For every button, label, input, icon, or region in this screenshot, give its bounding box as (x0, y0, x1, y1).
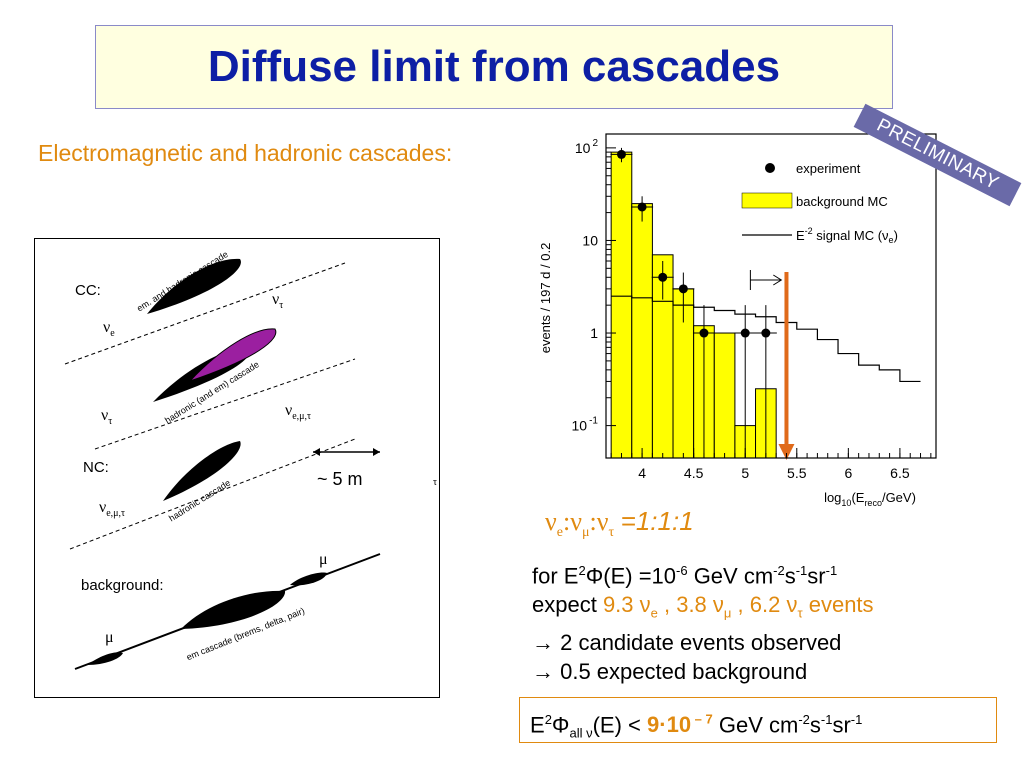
nu-emt-label-1: νe,μ,τ (285, 402, 312, 423)
nu-tau-label-2: ντ (101, 407, 113, 428)
y-tick-label: 10 -1 (572, 416, 599, 434)
title-box: Diffuse limit from cascades (95, 25, 893, 109)
nc-track (69, 438, 356, 550)
info-line-4: → 0.5 expected background (532, 658, 808, 684)
x-axis-label: log10(Ereco/GeV) (824, 490, 916, 508)
experiment-point (616, 149, 626, 159)
em-cascade-shape (147, 258, 241, 314)
cc-label: CC: (75, 282, 101, 299)
x-tick-label: 4.5 (684, 465, 704, 481)
background-label: background: (81, 577, 164, 594)
nu-e-label: νe (103, 319, 115, 340)
scale-arrow-left (313, 448, 320, 456)
cc-track-2 (94, 358, 356, 450)
legend-experiment-label: experiment (796, 161, 861, 176)
experiment-point (740, 328, 750, 338)
tau-small-label: τ (433, 477, 438, 488)
plot-frame (605, 133, 937, 459)
background-mc-bar (631, 203, 653, 459)
background-mc-bar (713, 332, 736, 459)
ratio-value: =1:1:1 (620, 506, 694, 536)
experiment-point (699, 328, 709, 338)
scale-label: ~ 5 m (317, 469, 363, 489)
x-tick-label: 4 (638, 465, 646, 481)
x-tick-label: 6.5 (890, 465, 910, 481)
y-tick-label: 10 (582, 232, 598, 248)
limit-box: E2Φall ν(E) < 9·10 – 7 GeV cm-2s-1sr-1 (519, 697, 997, 743)
info-line-3: → 2 candidate events observed (532, 629, 842, 655)
cut-arrowhead (778, 444, 795, 460)
nu-emt-label-2: νe,μ,τ (99, 499, 126, 520)
x-tick-label: 5 (741, 465, 749, 481)
muon-small-cascade-1 (87, 652, 123, 665)
y-tick-label: 1 (590, 325, 598, 341)
cc-track-1 (64, 262, 346, 365)
experiment-point (637, 202, 647, 212)
subtitle: Electromagnetic and hadronic cascades: (38, 140, 453, 166)
experiment-point (658, 272, 668, 282)
mu-label-2: μ (319, 551, 328, 568)
legend-bg-label: background MC (796, 194, 888, 209)
legend-bg-swatch (741, 192, 793, 209)
legend-signal-label: E-2 signal MC (νe) (796, 226, 898, 245)
cascade-diagram: CC: NC: background: νe ντ ντ νe,μ,τ νe,μ… (34, 238, 440, 698)
mu-label-1: μ (105, 629, 114, 646)
histogram-svg: 4 4.5 5 5.5 6 6.5 10 -1 1 10 10 2 events / 197 d / 0… (538, 133, 937, 508)
x-tick-label: 6 (844, 465, 852, 481)
info-block: for E2Φ(E) =10-6 GeV cm-2s-1sr-1 expect … (532, 556, 874, 686)
page-title: Diffuse limit from cascades (207, 42, 781, 91)
em-background-cascade (181, 590, 286, 629)
legend-experiment-marker (765, 163, 775, 173)
nu-tau-label-1: ντ (272, 291, 284, 312)
scale-arrow-right (373, 448, 380, 456)
flavor-ratio: νe:νμ:ντ =1:1:1 (545, 506, 694, 541)
histogram-chart: 4 4.5 5 5.5 6 6.5 10 -1 1 10 10 2 events / 197 d / 0… (530, 120, 950, 515)
y-tick-label: 10 2 (575, 138, 599, 156)
experiment-point (678, 284, 688, 294)
info-line-2: expect 9.3 νe , 3.8 νμ , 6.2 ντ events (532, 592, 874, 621)
hadronic-cascade-shape (163, 441, 241, 501)
cascade-diagram-svg (64, 258, 381, 670)
x-tick-label: 5.5 (787, 465, 807, 481)
nc-label: NC: (83, 459, 109, 476)
muon-small-cascade-2 (290, 572, 327, 586)
tau-cascade-purple (189, 328, 277, 382)
info-line-1: for E2Φ(E) =10-6 GeV cm-2s-1sr-1 (532, 563, 838, 589)
background-mc-bar (610, 151, 633, 459)
cut-dir-head (773, 274, 783, 286)
y-axis-label: events / 197 d / 0.2 (538, 243, 553, 354)
experiment-point (761, 328, 771, 338)
